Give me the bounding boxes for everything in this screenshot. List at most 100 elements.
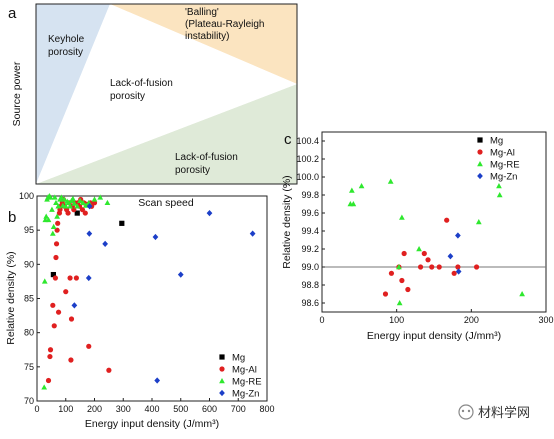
data-point-mg-al (399, 277, 405, 284)
data-point-mg-al (47, 347, 54, 353)
data-point-mg-zn (206, 209, 213, 217)
x-tick-label: 200 (464, 315, 479, 325)
legend-marker-mg-re (219, 378, 225, 384)
data-point-mg-re (85, 199, 92, 206)
data-point-mg-al (451, 270, 457, 276)
panel-c-ylabel: Relative density (%) (281, 175, 293, 268)
data-point-mg-re (399, 214, 405, 220)
data-point-mg-re (41, 384, 48, 390)
legend-label-mg: Mg (232, 353, 245, 364)
panel-c-letter: c (284, 131, 292, 148)
x-tick-label: 400 (144, 404, 159, 414)
data-point-mg-re (70, 195, 76, 201)
x-tick-label: 600 (202, 404, 217, 414)
y-tick-label: 100 (19, 191, 34, 201)
data-point-mg (119, 220, 125, 226)
panel-b-letter: b (8, 209, 16, 226)
data-point-mg-re (396, 264, 402, 270)
data-point-mg-al (473, 264, 480, 270)
y-tick-label: 80 (24, 328, 34, 338)
x-tick-label: 0 (319, 315, 324, 325)
data-point-mg-zn (447, 253, 454, 260)
data-point-mg-re (49, 230, 56, 236)
watermark-icon (458, 404, 474, 420)
data-point-mg-al (421, 250, 427, 257)
y-tick-label: 98.6 (301, 298, 319, 308)
data-point-mg-re (58, 194, 65, 200)
lof-bottom-label-2: porosity (175, 165, 210, 176)
data-point-mg-zn (177, 271, 184, 278)
x-tick-label: 100 (389, 315, 404, 325)
data-point-mg-zn (102, 240, 108, 247)
data-point-mg-al (50, 302, 56, 308)
lof-center-label-1: Lack-of-fusion (110, 78, 173, 89)
data-point-mg-re (53, 199, 59, 206)
data-point-mg-re (91, 196, 98, 202)
data-point-mg-al (405, 286, 411, 293)
data-point-mg-al (401, 250, 407, 257)
x-tick-label: 700 (231, 404, 246, 414)
data-point-mg-zn (152, 233, 159, 241)
panel-b: b 0 100 200 300 400 500 600 700 800 70 75 80 85 90 95 1… (5, 191, 275, 430)
data-point-mg-re (49, 206, 55, 212)
data-point-mg-re (45, 216, 52, 223)
y-tick-label: 98.8 (301, 280, 319, 290)
panel-c-frame (321, 131, 547, 313)
keyhole-label-1: Keyhole (48, 34, 85, 45)
y-tick-label: 85 (24, 294, 34, 304)
panel-c: c 0 100 200 300 98.6 98.8 99.0 99.2 99.4 99.6 99.8… (281, 131, 554, 342)
data-point-mg-re (67, 203, 73, 209)
legend-marker-mg (477, 137, 483, 143)
legend-label-mg-zn: Mg-Zn (232, 389, 259, 400)
y-tick-label: 99.6 (301, 208, 319, 218)
legend-label-mg-re: Mg-RE (232, 377, 262, 388)
legend-label-mg: Mg (490, 136, 503, 147)
data-point-mg-re (350, 201, 357, 207)
balling-label-2: (Plateau-Rayleigh (185, 19, 265, 30)
panel-a-xlabel: Scan speed (138, 197, 194, 209)
y-tick-label: 99.2 (301, 244, 319, 254)
data-point-mg-re (519, 291, 525, 297)
legend-marker-mg-re (477, 161, 483, 167)
watermark-text: 材料学网 (478, 405, 530, 420)
legend-label-mg-zn: Mg-Zn (490, 172, 517, 183)
watermark: 材料学网 (458, 404, 530, 420)
data-point-mg-al (55, 309, 62, 315)
data-point-mg-re (387, 178, 394, 184)
lof-bottom-label-1: Lack-of-fusion (175, 152, 238, 163)
data-point-mg-re (475, 219, 482, 225)
data-point-mg-re (416, 246, 422, 252)
data-point-mg-al (455, 264, 461, 270)
data-point-mg (74, 210, 80, 216)
data-point-mg-al (68, 357, 74, 363)
y-tick-label: 100.0 (296, 172, 319, 182)
panel-b-xlabel: Energy input density (J/mm³) (85, 418, 219, 430)
data-point-mg-re (62, 203, 69, 209)
x-tick-label: 300 (538, 315, 553, 325)
data-point-mg-al (417, 264, 424, 270)
data-point-mg-re (51, 194, 58, 200)
data-point-mg-re (80, 199, 86, 206)
data-point-mg-re (50, 223, 57, 229)
data-point-mg-al (53, 254, 59, 261)
legend-marker-mg-al (219, 366, 225, 372)
panel-b-ylabel: Relative density (%) (5, 251, 17, 344)
y-tick-label: 90 (24, 259, 34, 269)
legend-marker-mg-zn (477, 172, 483, 180)
data-point-mg-al (106, 367, 112, 373)
lof-center-label-2: porosity (110, 91, 145, 102)
data-point-mg-al (382, 291, 389, 297)
data-point-mg-re (74, 203, 81, 209)
data-point-mg-zn (86, 230, 93, 237)
panel-b-points (41, 193, 256, 390)
data-point-mg-re (55, 203, 62, 209)
data-point-mg-al (436, 264, 442, 270)
data-point-mg-al (68, 316, 75, 322)
data-point-mg-re (97, 194, 104, 200)
y-tick-label: 100.4 (296, 136, 319, 146)
data-point-mg-zn (249, 230, 256, 237)
data-point-mg-al (388, 270, 395, 276)
data-point-mg-zn (154, 377, 161, 384)
